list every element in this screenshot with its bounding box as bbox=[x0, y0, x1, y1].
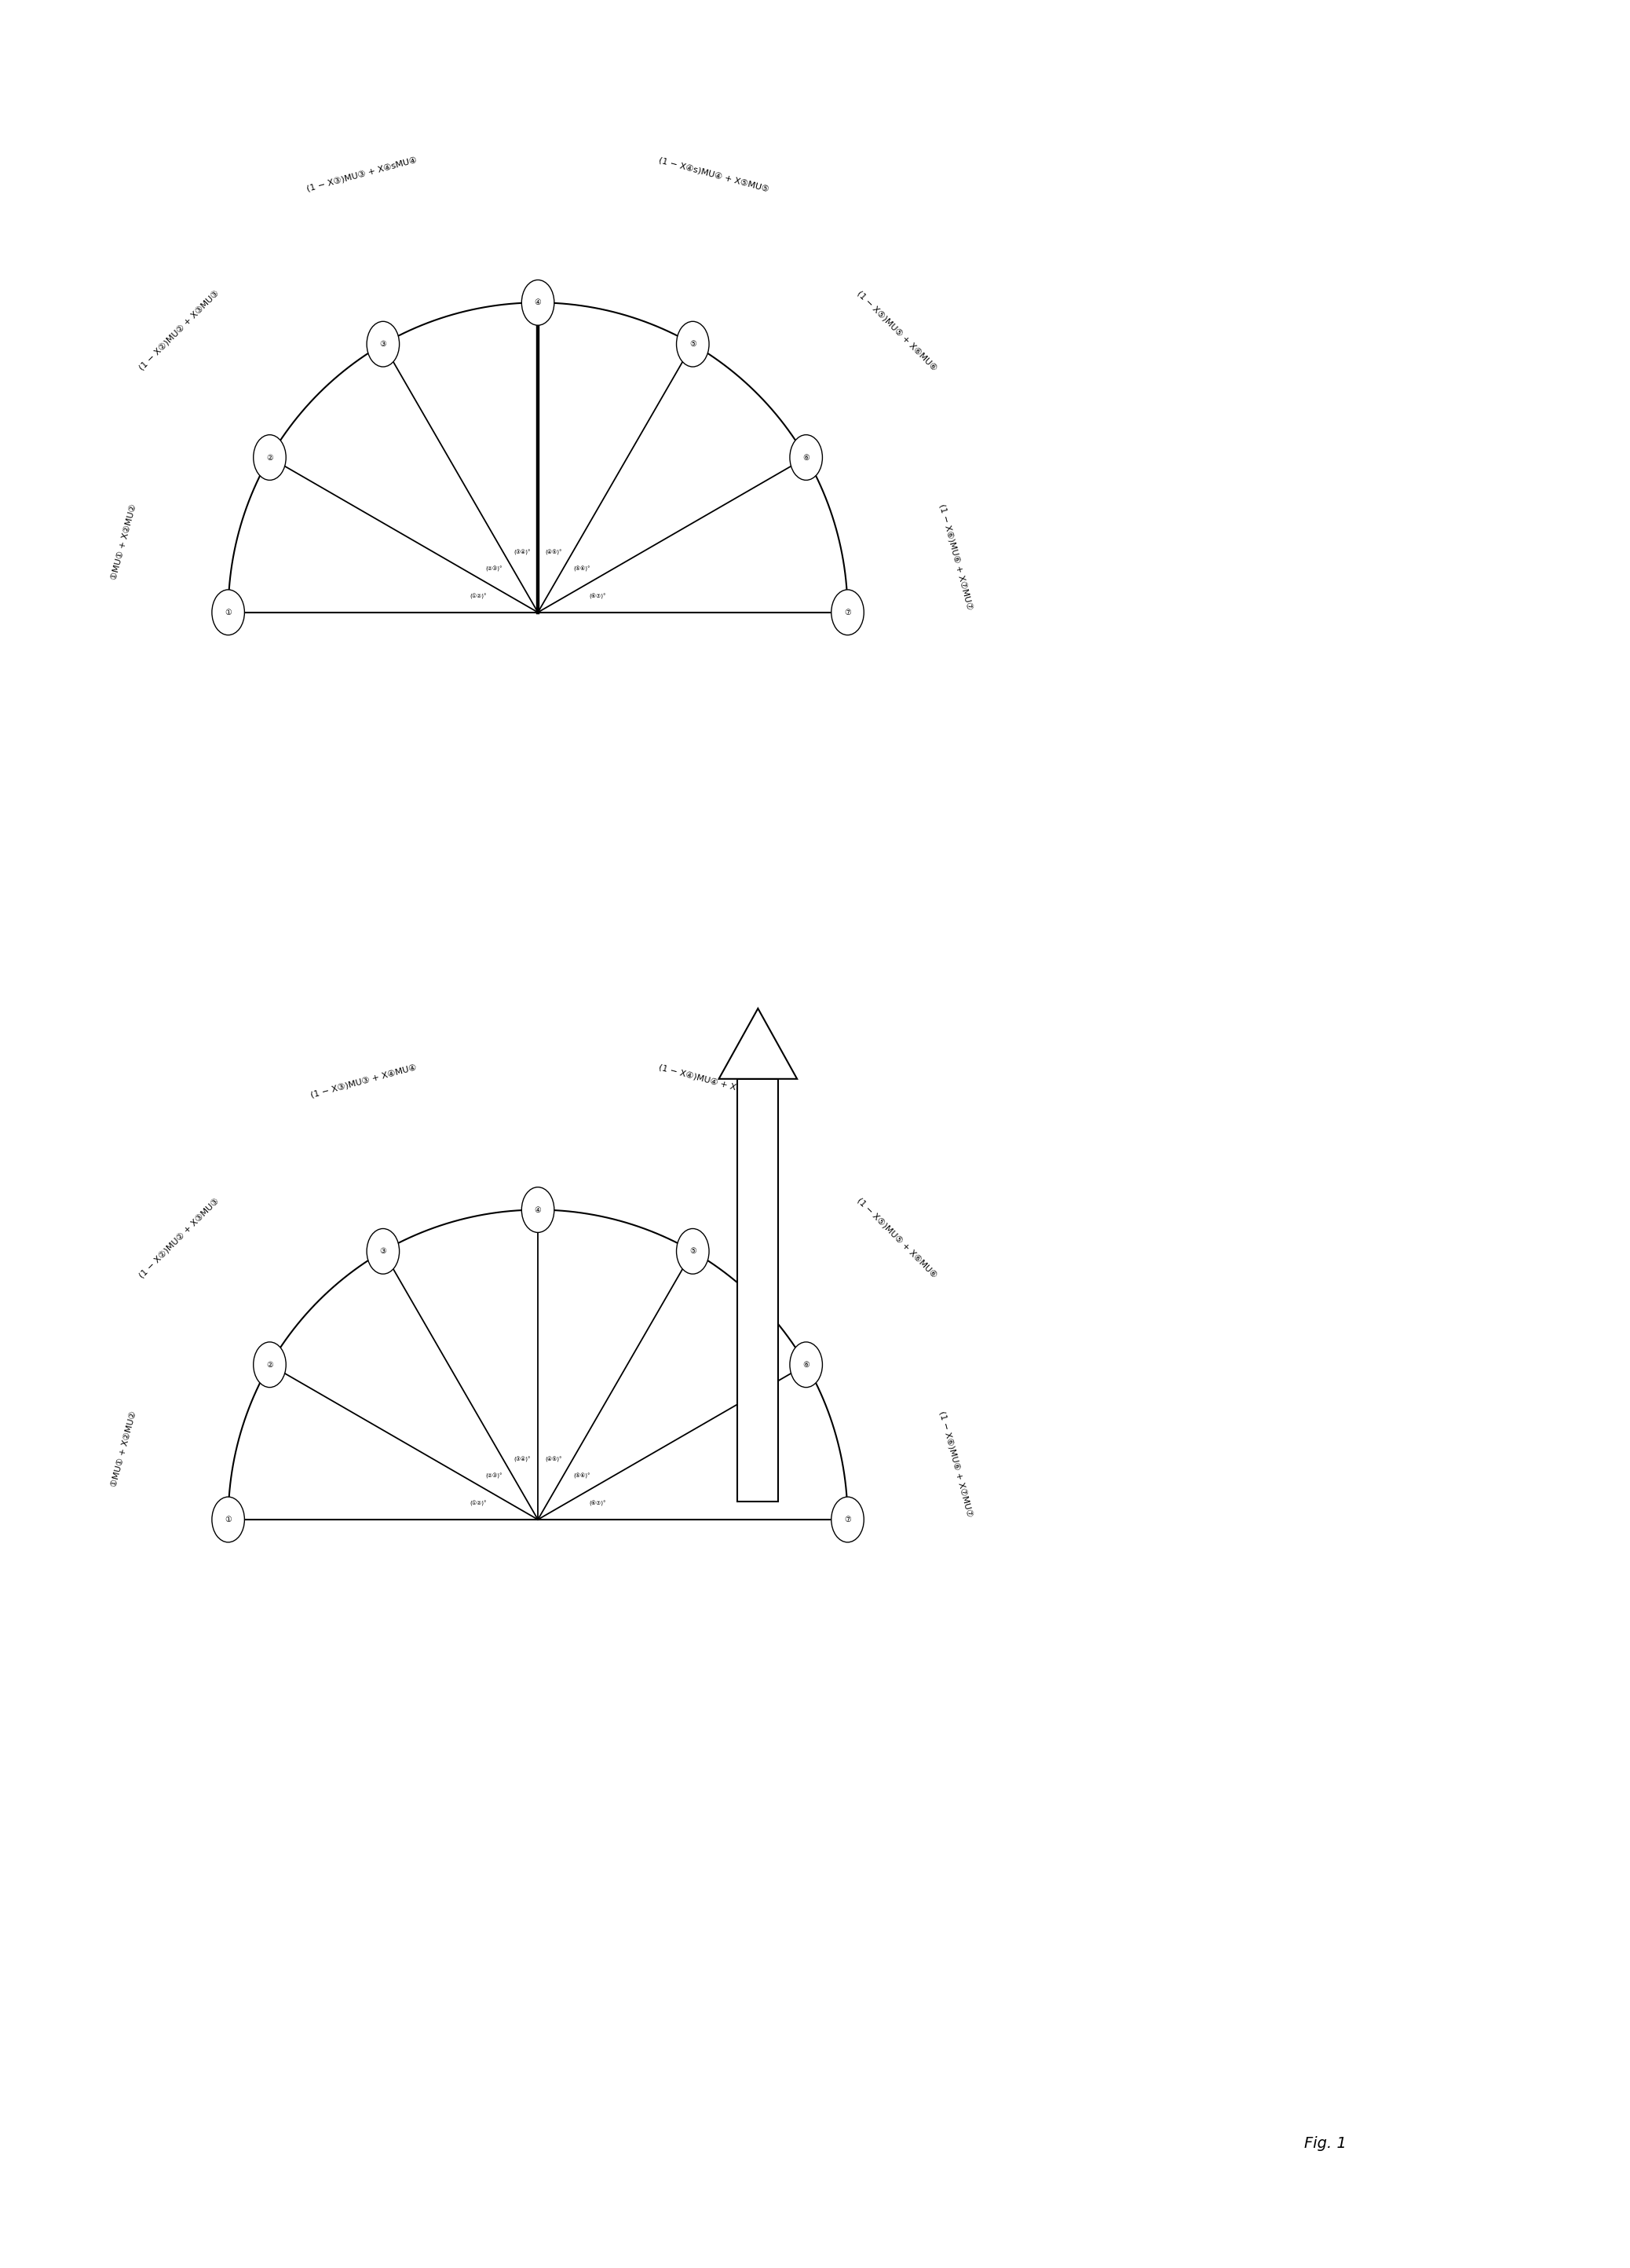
Text: (1 − X④)MU④ + X⑤MU⑤: (1 − X④)MU④ + X⑤MU⑤ bbox=[659, 1064, 766, 1100]
Text: ①MU① + X②MU②: ①MU① + X②MU② bbox=[111, 503, 139, 581]
Circle shape bbox=[253, 435, 285, 481]
Text: (1 − X④s)MU④ + X⑤MU⑤: (1 − X④s)MU④ + X⑤MU⑤ bbox=[659, 156, 769, 193]
Circle shape bbox=[212, 590, 244, 635]
Text: (②③)°: (②③)° bbox=[486, 1472, 502, 1479]
Circle shape bbox=[522, 1186, 554, 1232]
Text: (1 − X③)MU③ + X④MU④: (1 − X③)MU③ + X④MU④ bbox=[310, 1064, 417, 1100]
Text: (1 − X⑤)MU⑤ + X⑥MU⑥: (1 − X⑤)MU⑤ + X⑥MU⑥ bbox=[856, 1198, 939, 1279]
Text: (1 − X⑤)MU⑤ + X⑥MU⑥: (1 − X⑤)MU⑤ + X⑥MU⑥ bbox=[856, 290, 939, 372]
Text: (1 − X③)MU③ + X④sMU④: (1 − X③)MU③ + X④sMU④ bbox=[306, 156, 417, 193]
Text: (④⑤)°: (④⑤)° bbox=[546, 1456, 562, 1463]
Text: ②: ② bbox=[266, 1361, 274, 1368]
Text: (③④)°: (③④)° bbox=[513, 1456, 530, 1463]
Circle shape bbox=[367, 1229, 399, 1275]
Circle shape bbox=[212, 1497, 244, 1542]
Text: (⑥⑦)°: (⑥⑦)° bbox=[590, 594, 606, 599]
Circle shape bbox=[522, 279, 554, 324]
Text: ③: ③ bbox=[380, 1247, 386, 1254]
Text: (⑥⑦)°: (⑥⑦)° bbox=[590, 1501, 606, 1506]
Text: (1 − X⑥)MU⑥ + X⑦MU⑦: (1 − X⑥)MU⑥ + X⑦MU⑦ bbox=[937, 503, 973, 610]
Text: (④⑤)°: (④⑤)° bbox=[546, 549, 562, 556]
Text: (①②)°: (①②)° bbox=[469, 1501, 486, 1506]
Polygon shape bbox=[719, 1009, 797, 1080]
Text: ⑤: ⑤ bbox=[689, 340, 696, 347]
Circle shape bbox=[831, 1497, 864, 1542]
Circle shape bbox=[367, 322, 399, 367]
Text: ⑥: ⑥ bbox=[802, 454, 810, 460]
Text: ⑦: ⑦ bbox=[844, 608, 851, 617]
Circle shape bbox=[831, 590, 864, 635]
Circle shape bbox=[676, 1229, 709, 1275]
Text: ⑤: ⑤ bbox=[689, 1247, 696, 1254]
Text: (⑤⑥)°: (⑤⑥)° bbox=[574, 1472, 590, 1479]
Circle shape bbox=[791, 435, 823, 481]
Text: ①MU① + X②MU②: ①MU① + X②MU② bbox=[111, 1411, 139, 1488]
Text: (1 − X②)MU② + X③MU③: (1 − X②)MU② + X③MU③ bbox=[137, 1198, 220, 1279]
Text: ④: ④ bbox=[535, 299, 541, 306]
Text: (①②)°: (①②)° bbox=[469, 594, 486, 599]
Text: ①: ① bbox=[225, 608, 231, 617]
Text: ①: ① bbox=[225, 1515, 231, 1524]
Text: (1 − X⑥)MU⑥ + X⑦MU⑦: (1 − X⑥)MU⑥ + X⑦MU⑦ bbox=[937, 1411, 973, 1517]
Text: (⑤⑥)°: (⑤⑥)° bbox=[574, 565, 590, 572]
Circle shape bbox=[676, 322, 709, 367]
Text: ⑥: ⑥ bbox=[802, 1361, 810, 1368]
Circle shape bbox=[791, 1343, 823, 1388]
Text: ④: ④ bbox=[535, 1207, 541, 1213]
Text: (③④)°: (③④)° bbox=[513, 549, 530, 556]
Text: ⑦: ⑦ bbox=[844, 1515, 851, 1524]
Text: (②③)°: (②③)° bbox=[486, 565, 502, 572]
Text: ③: ③ bbox=[380, 340, 386, 347]
Text: ②: ② bbox=[266, 454, 274, 460]
Text: Fig. 1: Fig. 1 bbox=[1304, 2136, 1346, 2150]
Circle shape bbox=[253, 1343, 285, 1388]
Polygon shape bbox=[737, 1080, 779, 1501]
Text: (1 − X②)MU② + X③MU③: (1 − X②)MU② + X③MU③ bbox=[137, 290, 220, 372]
